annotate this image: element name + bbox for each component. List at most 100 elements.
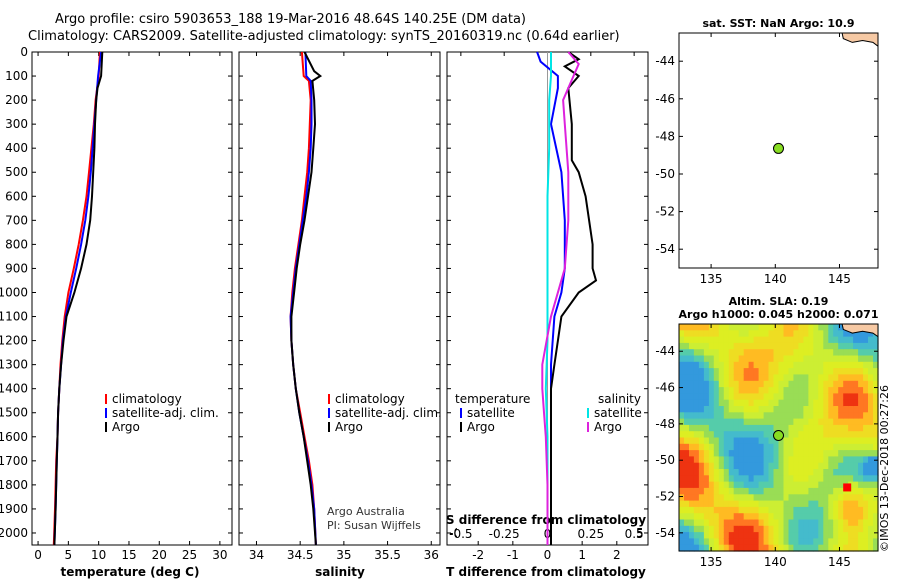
sla-cell [768, 374, 775, 382]
sla-map-ytick-label: -44 [655, 344, 675, 358]
sla-cell [868, 462, 874, 470]
sla-cell [783, 481, 790, 489]
sla-cell [803, 336, 809, 344]
sla-cell [868, 481, 874, 489]
sla-cell [858, 519, 864, 527]
sla-cell [828, 437, 834, 445]
sla-cell [868, 532, 874, 539]
sla-cell [718, 532, 725, 539]
sla-cell [679, 469, 685, 476]
sla-cell [718, 437, 725, 445]
sla-cell [813, 336, 819, 344]
sla-cell [828, 374, 834, 382]
sla-cell [773, 406, 780, 413]
sla-cell [853, 361, 859, 369]
sla-cell [703, 538, 710, 546]
sla-cell [738, 330, 745, 338]
sla-cell [743, 336, 750, 344]
sla-cell [843, 513, 849, 521]
sla-cell [693, 437, 700, 445]
sla-cell [733, 418, 740, 426]
sla-cell [808, 361, 814, 369]
sla-cell [853, 374, 859, 382]
sla-cell [733, 487, 740, 495]
sla-cell [823, 494, 829, 502]
sla-cell [723, 475, 730, 483]
sla-cell [723, 481, 730, 489]
sla-cell [713, 519, 720, 527]
sla-cell [778, 544, 785, 552]
sla-cell [848, 355, 854, 363]
sla-cell [803, 361, 809, 369]
sla-cell [778, 462, 785, 470]
sla-cell [873, 342, 879, 350]
sla-cell [808, 374, 814, 382]
sla-cell [743, 519, 750, 527]
sla-cell [843, 506, 849, 514]
sla-cell [833, 443, 839, 451]
salinity-legend-label: climatology [335, 392, 405, 406]
sla-map-ytick-label: -50 [655, 453, 675, 467]
sla-cell [778, 368, 785, 375]
sla-cell [743, 393, 750, 401]
sla-cell [698, 469, 705, 476]
sla-cell [813, 393, 819, 401]
sla-cell [708, 424, 715, 432]
sla-cell [713, 336, 720, 344]
sla-cell [738, 336, 745, 344]
sla-cell [823, 412, 829, 420]
sla-cell [743, 443, 750, 451]
sla-cell [838, 324, 844, 331]
sla-cell [838, 342, 844, 350]
sla-cell [828, 330, 834, 338]
sla-cell [713, 349, 720, 357]
sla-cell [783, 336, 790, 344]
temperature-xtick-label: 0 [34, 548, 42, 562]
sla-cell [758, 368, 765, 375]
sla-cell [833, 336, 839, 344]
sla-cell [743, 500, 750, 508]
sla-cell [858, 387, 864, 394]
sla-cell [713, 487, 720, 495]
sla-cell [778, 380, 785, 388]
sla-cell [868, 374, 874, 382]
sla-cell [813, 412, 819, 420]
sla-cell [838, 450, 844, 457]
sla-cell [758, 506, 765, 514]
sla-cell [813, 494, 819, 502]
temperature-frame [31, 51, 233, 546]
sla-cell [793, 431, 799, 439]
sla-cell [713, 469, 720, 476]
sla-cell [813, 481, 819, 489]
sla-cell [838, 500, 844, 508]
sla-cell [838, 349, 844, 357]
depth-tick-label: 200 [5, 93, 28, 107]
sla-cell [768, 481, 775, 489]
sla-cell [763, 399, 770, 407]
sla-cell [698, 462, 705, 470]
sla-cell [728, 393, 735, 401]
sla-cell [768, 399, 775, 407]
sst-map-ytick-label: -52 [655, 205, 675, 219]
sla-cell [763, 393, 770, 401]
sla-cell [718, 424, 725, 432]
sla-cell [833, 513, 839, 521]
sla-cell [753, 324, 760, 331]
sla-cell [828, 431, 834, 439]
sla-cell [798, 399, 804, 407]
sla-cell [748, 538, 755, 546]
sla-cell [748, 431, 755, 439]
sst-map-xtick-label: 135 [700, 272, 723, 286]
sla-cell [833, 456, 839, 464]
sla-cell [853, 525, 859, 533]
sla-cell [758, 374, 765, 382]
sla-cell [738, 500, 745, 508]
sla-cell [858, 342, 864, 350]
sla-cell [718, 500, 725, 508]
sla-cell [848, 424, 854, 432]
sla-cell [838, 538, 844, 546]
sla-cell [758, 412, 765, 420]
sla-cell [863, 462, 869, 470]
sla-cell [858, 462, 864, 470]
sla-cell [728, 418, 735, 426]
